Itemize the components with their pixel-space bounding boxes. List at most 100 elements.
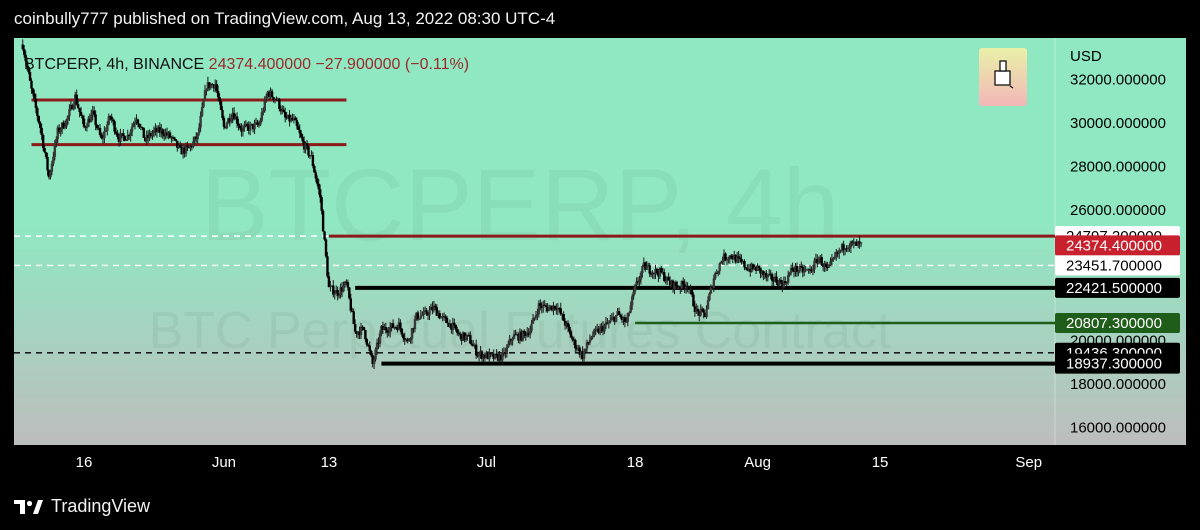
candle-body xyxy=(253,123,256,130)
candle-body xyxy=(489,352,492,354)
price-tick-label: 26000.000000 xyxy=(1070,202,1166,219)
candle-body xyxy=(457,332,460,334)
candle-body xyxy=(849,241,853,248)
candle-body xyxy=(807,269,810,271)
candle-body xyxy=(502,351,506,353)
candle-body xyxy=(400,328,404,335)
candle-body xyxy=(789,268,793,273)
candle-body xyxy=(375,342,379,350)
candle-body xyxy=(824,263,828,268)
candle-body xyxy=(543,304,546,306)
candle-body xyxy=(571,337,574,340)
legend-last-price: 24374.400000 xyxy=(209,56,311,73)
candle-body xyxy=(391,323,395,328)
candle-body xyxy=(196,133,199,139)
candle-body xyxy=(658,268,662,277)
candle-body xyxy=(563,321,567,326)
candle-body xyxy=(292,117,296,121)
candle-body xyxy=(85,126,89,128)
candle-body xyxy=(438,313,441,319)
candle-body xyxy=(285,117,288,119)
candle-body xyxy=(469,334,472,344)
candle-body xyxy=(523,330,526,333)
candle-body xyxy=(123,136,127,141)
candle-body xyxy=(728,255,732,260)
candle-body xyxy=(601,325,605,332)
candle-body xyxy=(211,84,214,86)
candle-body xyxy=(521,330,525,341)
candle-body xyxy=(235,116,239,124)
candle-body xyxy=(620,316,624,320)
time-axis: 16 Jun 13 Jul 18 Aug 15 Sep xyxy=(76,454,1042,471)
candle-body xyxy=(695,308,698,313)
legend-symbol: BTCPERP xyxy=(24,56,99,73)
candle-body xyxy=(479,351,482,354)
candle-body xyxy=(308,155,312,157)
candle-body xyxy=(176,140,179,148)
candle-body xyxy=(746,268,749,271)
candle-body xyxy=(826,267,829,269)
candle-body xyxy=(254,122,258,124)
candle-body xyxy=(190,145,194,147)
candle-body xyxy=(482,354,485,359)
candle-body xyxy=(677,287,681,289)
candle-body xyxy=(57,127,61,133)
fullscreen-button[interactable] xyxy=(979,48,1027,106)
candle-body xyxy=(200,107,204,116)
candle-body xyxy=(94,114,97,126)
candle-body xyxy=(553,305,557,309)
tradingview-logo[interactable]: TradingView xyxy=(14,496,150,517)
candle-body xyxy=(498,354,501,361)
candle-body xyxy=(607,322,611,324)
time-tick-label: Jul xyxy=(477,454,496,471)
candle-body xyxy=(422,310,425,315)
candle-body xyxy=(34,98,38,109)
candle-body xyxy=(297,125,300,130)
candle-body xyxy=(706,300,710,310)
candle-body xyxy=(139,126,143,128)
candle-body xyxy=(518,331,522,341)
candle-body xyxy=(797,271,800,273)
candle-body xyxy=(622,317,625,320)
candle-body xyxy=(714,273,717,279)
candle-body xyxy=(222,117,226,127)
candle-body xyxy=(362,326,366,330)
candle-body xyxy=(591,335,595,338)
price-chart[interactable]: BTCPERP, 4h BTC Perpetual Futures Contra… xyxy=(0,0,1200,485)
candle-body xyxy=(451,322,455,330)
candle-body xyxy=(100,134,103,139)
candle-body xyxy=(372,359,376,365)
candle-body xyxy=(109,116,112,118)
candle-body xyxy=(160,129,163,134)
candle-body xyxy=(209,84,213,88)
candle-body xyxy=(581,351,584,360)
candle-body xyxy=(628,312,631,314)
candle-body xyxy=(225,123,229,129)
candle-body xyxy=(310,155,313,157)
candle-body xyxy=(336,290,339,297)
candle-body xyxy=(845,248,848,250)
candle-body xyxy=(603,325,606,332)
candle-body xyxy=(216,90,220,98)
candle-body xyxy=(98,128,102,135)
candle-body xyxy=(587,342,590,344)
candle-body xyxy=(616,311,619,316)
candle-body xyxy=(738,257,742,260)
candle-body xyxy=(836,251,839,254)
candle-body xyxy=(663,272,666,281)
candle-body xyxy=(421,314,424,316)
candle-body xyxy=(496,354,500,361)
candle-body xyxy=(116,133,119,137)
candle-body xyxy=(574,339,577,349)
candle-body xyxy=(856,241,860,246)
candle-body xyxy=(46,156,49,171)
candle-body xyxy=(130,126,134,132)
candle-body xyxy=(370,350,373,356)
candle-body xyxy=(351,310,354,312)
candle-body xyxy=(302,141,306,150)
candle-body xyxy=(388,327,392,333)
candle-body xyxy=(811,269,815,272)
candle-body xyxy=(512,334,516,339)
candle-body xyxy=(288,114,291,122)
candle-body xyxy=(561,314,564,316)
